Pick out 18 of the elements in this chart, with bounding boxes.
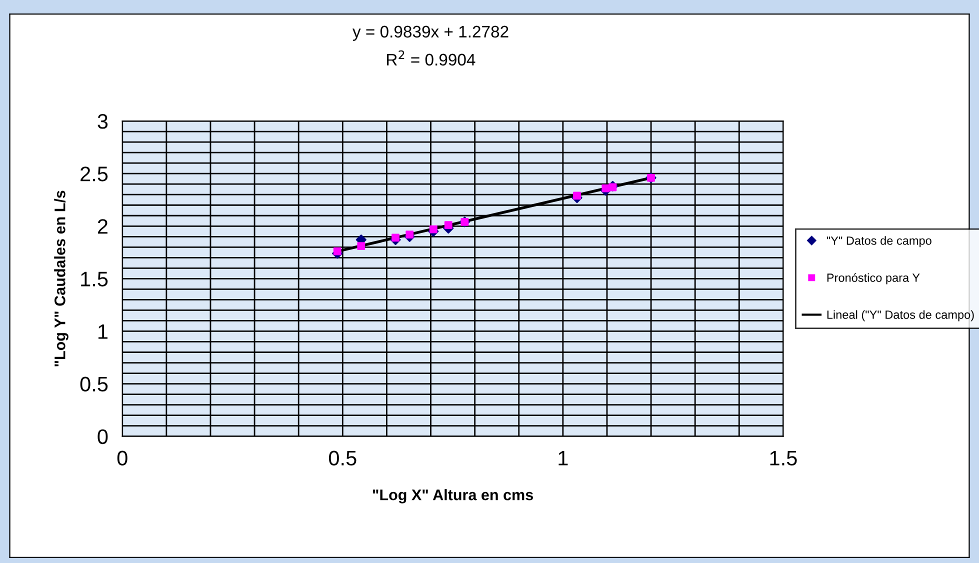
y-tick-label: 3 bbox=[98, 114, 108, 129]
text: R$^{2}$ = 0.9904 bbox=[387, 50, 476, 66]
legend-label: "Y" Datos de campo bbox=[826, 236, 932, 248]
x-tick-label: 1 bbox=[558, 450, 568, 466]
text: y = 0.9839x + 1.2782 bbox=[352, 26, 508, 41]
legend-label: Lineal ("Y" Datos de campo) bbox=[827, 310, 974, 322]
y-tick-label: 1.5 bbox=[81, 272, 108, 286]
x-tick-label: 0.5 bbox=[328, 450, 356, 466]
x-tick-label: 0 bbox=[117, 450, 128, 466]
x-axis-title: "Log X" Altura en cms bbox=[372, 489, 533, 504]
y-tick-label: 0 bbox=[98, 429, 108, 444]
y-tick-label: 1 bbox=[98, 324, 108, 339]
y-tick-label: 2 bbox=[98, 219, 108, 234]
legend-label: Pronóstico para Y bbox=[827, 273, 920, 284]
x-tick-label: 1.5 bbox=[770, 450, 797, 466]
y-axis-title: "Log Y" Caudales en L/s bbox=[54, 190, 68, 366]
y-tick-label: 2.5 bbox=[80, 166, 108, 182]
y-tick-label: 0.5 bbox=[80, 376, 108, 392]
